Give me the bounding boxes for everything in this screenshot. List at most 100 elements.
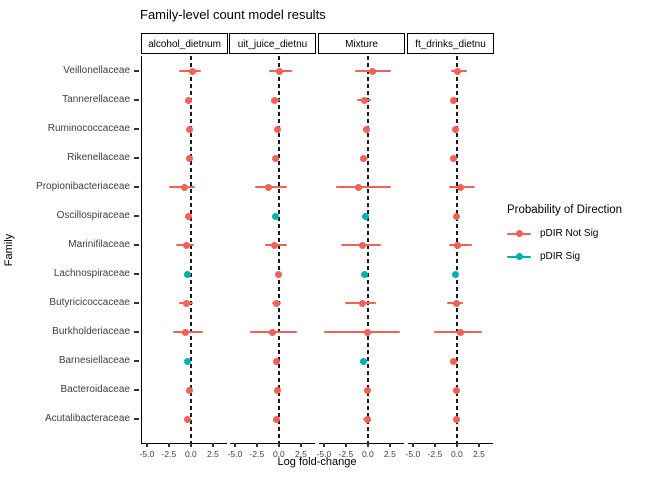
zero-reference-line: [190, 56, 192, 443]
pointrange-point: [272, 357, 280, 365]
zero-reference-line: [367, 56, 369, 443]
y-tick-label: Veillonellaceae: [63, 65, 130, 76]
x-tick-label: -5.0: [227, 449, 243, 459]
x-tick-label: 0.0: [272, 449, 285, 459]
pointrange-point: [264, 183, 272, 191]
facet-panel: uit_juice_dietnu -5.0 -2.5 0.0 2.5: [228, 33, 316, 459]
chart-title: Family-level count model results: [140, 7, 326, 22]
pointrange-point: [185, 96, 193, 104]
legend-items: pDIR Not Sig pDIR Sig: [507, 228, 667, 262]
y-tick-mark: [134, 418, 139, 420]
pointrange-point: [359, 241, 367, 249]
pointrange-point: [361, 270, 369, 278]
legend-item: pDIR Not Sig: [507, 228, 667, 239]
x-tick-mark: [300, 443, 302, 447]
y-tick-mark: [134, 128, 139, 130]
pointrange-point: [369, 67, 377, 75]
pointrange-point: [272, 212, 280, 220]
facet-panel: alcohol_dietnum -5.0 -2.5 0.0 2.5: [140, 33, 228, 459]
x-tick-label: -2.5: [161, 449, 177, 459]
y-tick-label: Tannerellaceae: [62, 94, 130, 105]
facet-panels: alcohol_dietnum -5.0 -2.5 0.0 2.5 uit_juice_d…: [140, 33, 494, 459]
y-tick-mark: [134, 157, 139, 159]
legend-key-dot: [515, 230, 523, 237]
legend-item-label: pDIR Sig: [540, 251, 581, 262]
pointrange-point: [454, 67, 462, 75]
legend: Probability of Direction pDIR Not Sig pDI…: [507, 204, 667, 274]
x-tick-mark: [456, 443, 458, 447]
pointrange-point: [185, 154, 193, 162]
pointrange-point: [182, 241, 190, 249]
pointrange-point: [449, 357, 457, 365]
pointrange-key-icon: [507, 229, 531, 239]
y-tick-label: Propionibacteriaceae: [36, 181, 130, 192]
y-tick-mark: [134, 244, 139, 246]
x-tick-label: 2.5: [206, 449, 219, 459]
pointrange-point: [185, 212, 193, 220]
pointrange-point: [451, 125, 459, 133]
pointrange-point: [363, 415, 371, 423]
facet-strip-label: Mixture: [345, 39, 378, 50]
x-tick-mark: [389, 443, 391, 447]
x-tick-label: 2.5: [472, 449, 485, 459]
pointrange-point: [456, 328, 464, 336]
pointrange-point: [184, 270, 192, 278]
x-tick-label: -5.0: [139, 449, 155, 459]
zero-reference-line: [278, 56, 280, 443]
y-tick-mark: [134, 389, 139, 391]
pointrange-point: [273, 125, 281, 133]
pointrange-point: [354, 183, 362, 191]
pointrange-point: [453, 415, 461, 423]
y-tick-label: Acutalibacteraceae: [44, 413, 130, 424]
pointrange-point: [184, 357, 192, 365]
x-tick-mark: [345, 443, 347, 447]
x-tick-label: -2.5: [249, 449, 265, 459]
pointrange-point: [273, 386, 281, 394]
y-tick-mark: [134, 70, 139, 72]
x-tick-mark: [478, 443, 480, 447]
pointrange-point: [452, 212, 460, 220]
x-tick-mark: [256, 443, 258, 447]
pointrange-point: [454, 241, 462, 249]
x-tick-label: 2.5: [383, 449, 396, 459]
facet-strip-label: ft_drinks_dietnu: [415, 39, 486, 50]
legend-title: Probability of Direction: [507, 204, 623, 216]
x-tick-mark: [234, 443, 236, 447]
legend-item-label: pDIR Not Sig: [540, 228, 599, 239]
pointrange-interval: [323, 331, 400, 333]
y-tick-mark: [134, 331, 139, 333]
pointrange-point: [452, 386, 460, 394]
pointrange-key-icon: [507, 252, 531, 262]
x-tick-mark: [190, 443, 192, 447]
x-tick-mark: [323, 443, 325, 447]
pointrange-point: [271, 96, 279, 104]
x-tick-mark: [367, 443, 369, 447]
y-tick-label: Barnesiellaceae: [58, 355, 130, 366]
facet-strip: uit_juice_dietnu: [229, 33, 316, 54]
x-tick-mark: [278, 443, 280, 447]
legend-key-dot: [515, 253, 523, 260]
pointrange-point: [184, 415, 192, 423]
y-tick-mark: [134, 302, 139, 304]
pointrange-point: [361, 212, 369, 220]
pointrange-point: [363, 386, 371, 394]
pointrange-point: [450, 96, 458, 104]
pointrange-point: [274, 270, 282, 278]
facet-strip: alcohol_dietnum: [141, 33, 228, 54]
pointrange-point: [269, 328, 277, 336]
facet-panel: ft_drinks_dietnu -5.0 -2.5 0.0 2.5: [406, 33, 494, 459]
y-tick-label: Bacteroidaceae: [60, 384, 131, 395]
x-tick-label: 0.0: [450, 449, 463, 459]
x-tick-label: 0.0: [184, 449, 197, 459]
zero-reference-line: [456, 56, 458, 443]
x-tick-label: -5.0: [405, 449, 421, 459]
pointrange-point: [275, 67, 283, 75]
x-tick-label: -2.5: [338, 449, 354, 459]
pointrange-point: [180, 183, 188, 191]
x-tick-label: -5.0: [316, 449, 332, 459]
y-tick-label: Ruminococcaceae: [47, 123, 130, 134]
pointrange-point: [451, 270, 459, 278]
y-tick-label: Oscillospiraceae: [56, 210, 130, 221]
x-tick-mark: [168, 443, 170, 447]
